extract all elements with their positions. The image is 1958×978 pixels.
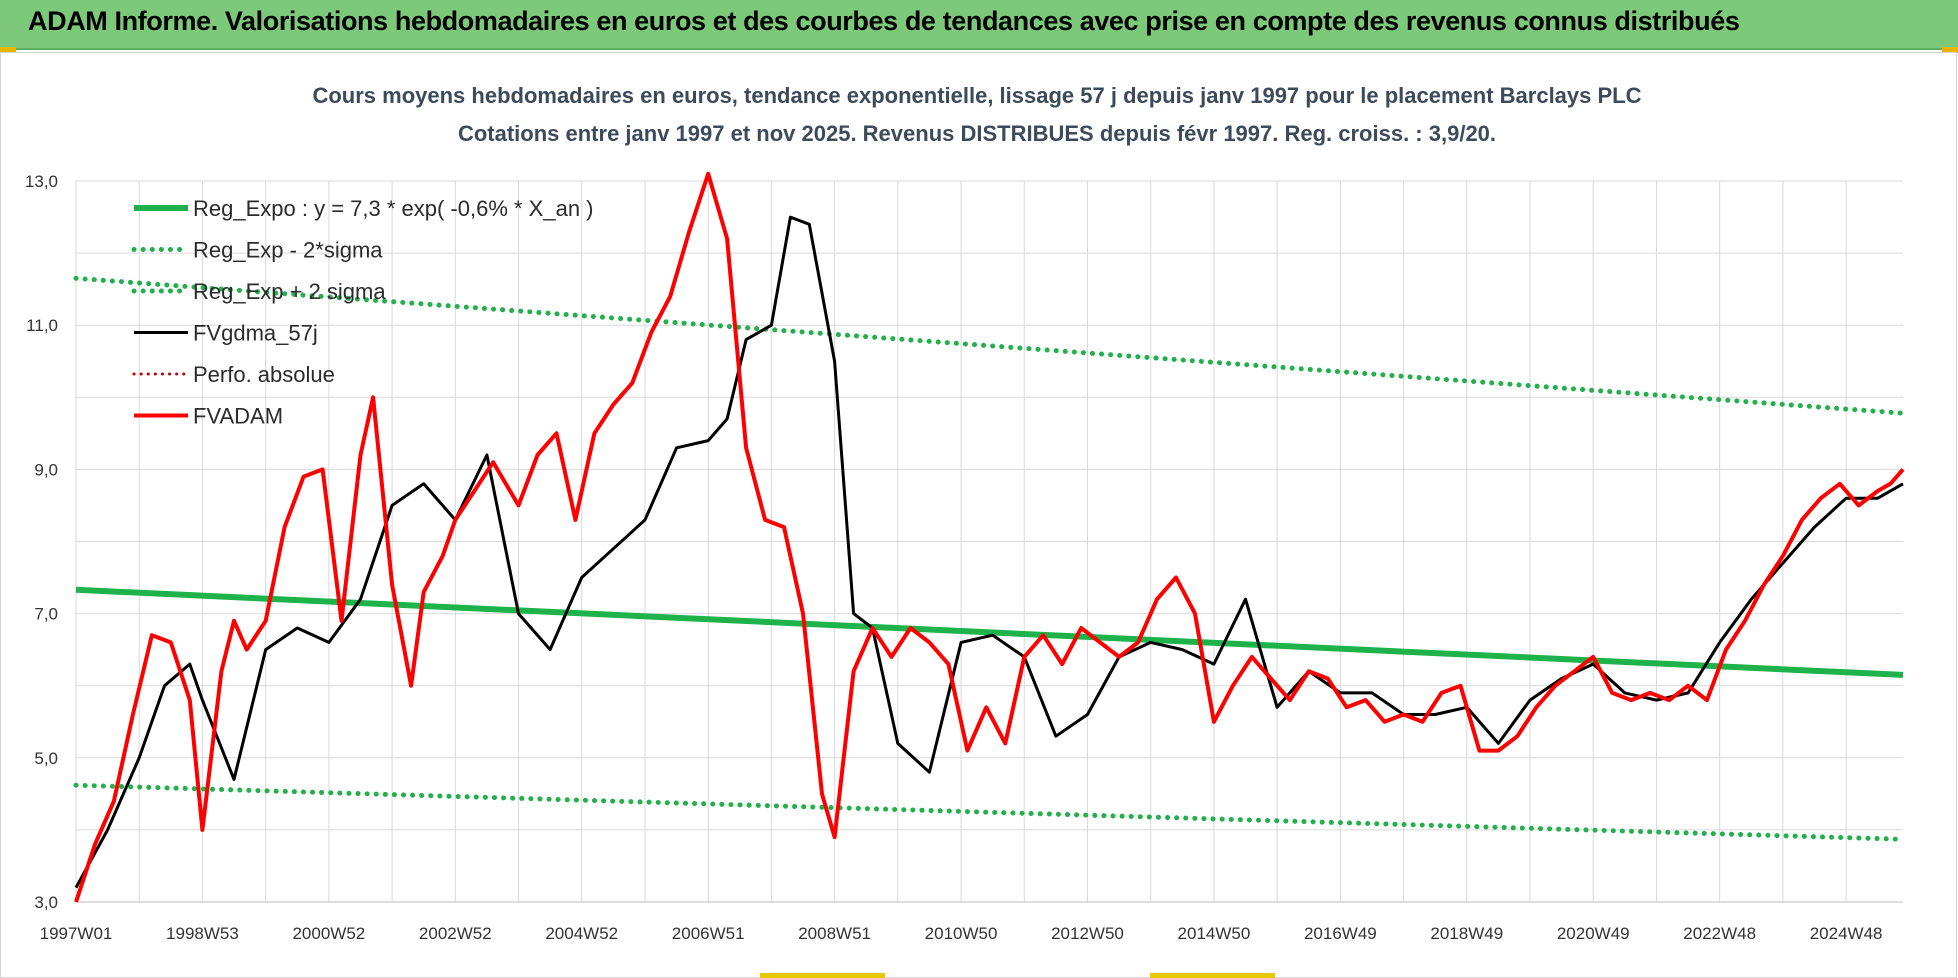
series-line-reg-plus — [73, 275, 1906, 416]
legend-label-fvadam: FVADAM — [193, 404, 283, 429]
y-tick-label: 13,0 — [25, 172, 58, 191]
banner: ADAM Informe. Valorisations hebdomadaire… — [0, 0, 1958, 50]
chart-title-line-2: Cotations entre janv 1997 et nov 2025. R… — [458, 121, 1496, 146]
series-line-reg-minus — [73, 782, 1906, 842]
bottom-strip-left — [760, 973, 885, 978]
x-tick-label: 2022W48 — [1683, 924, 1756, 943]
legend-label-reg-plus: Reg_Exp + 2 sigma — [193, 279, 386, 304]
y-tick-label: 7,0 — [34, 605, 58, 624]
legend: Reg_Expo : y = 7,3 * exp( -0,6% * X_an )… — [131, 196, 594, 429]
x-tick-label: 2014W50 — [1178, 924, 1251, 943]
x-tick-label: 2002W52 — [419, 924, 492, 943]
corner-marker-right — [1942, 47, 1958, 53]
x-axis-ticks: 1997W01 1998W53 2000W52 2002W52 2004W52 2006W… — [40, 924, 1883, 943]
legend-label-perfo: Perfo. absolue — [193, 362, 335, 387]
x-tick-label: 2004W52 — [545, 924, 618, 943]
chart-title-line-1: Cours moyens hebdomadaires en euros, ten… — [312, 83, 1641, 108]
x-tick-label: 2006W51 — [672, 924, 745, 943]
grid — [75, 180, 1903, 903]
y-tick-label: 3,0 — [34, 893, 58, 912]
y-tick-label: 9,0 — [34, 460, 58, 479]
x-tick-label: 1997W01 — [40, 924, 113, 943]
x-tick-label: 2016W49 — [1304, 924, 1377, 943]
x-tick-label: 2012W50 — [1051, 924, 1124, 943]
x-tick-label: 2010W50 — [925, 924, 998, 943]
x-tick-label: 2000W52 — [292, 924, 365, 943]
bottom-strip-right — [1150, 973, 1275, 978]
series-line-fvadam — [74, 171, 1905, 903]
y-axis-ticks: 3,0 5,0 7,0 9,0 11,0 13,0 — [25, 172, 58, 912]
series-layer — [73, 171, 1906, 903]
y-tick-label: 5,0 — [34, 749, 58, 768]
banner-title: ADAM Informe. Valorisations hebdomadaire… — [28, 6, 1740, 36]
corner-marker-left — [0, 47, 16, 53]
x-tick-label: 2024W48 — [1810, 924, 1883, 943]
legend-label-reg-expo: Reg_Expo : y = 7,3 * exp( -0,6% * X_an ) — [193, 196, 594, 221]
x-tick-label: 2008W51 — [798, 924, 871, 943]
x-tick-label: 2020W49 — [1557, 924, 1630, 943]
legend-label-fvgdma: FVgdma_57j — [193, 321, 318, 346]
y-tick-label: 11,0 — [26, 316, 58, 335]
legend-label-reg-minus: Reg_Exp - 2*sigma — [193, 238, 383, 263]
x-tick-label: 2018W49 — [1430, 924, 1503, 943]
x-tick-label: 1998W53 — [166, 924, 239, 943]
series-line-reg-expo — [75, 586, 1904, 678]
series-line-fvgdma — [74, 215, 1904, 889]
